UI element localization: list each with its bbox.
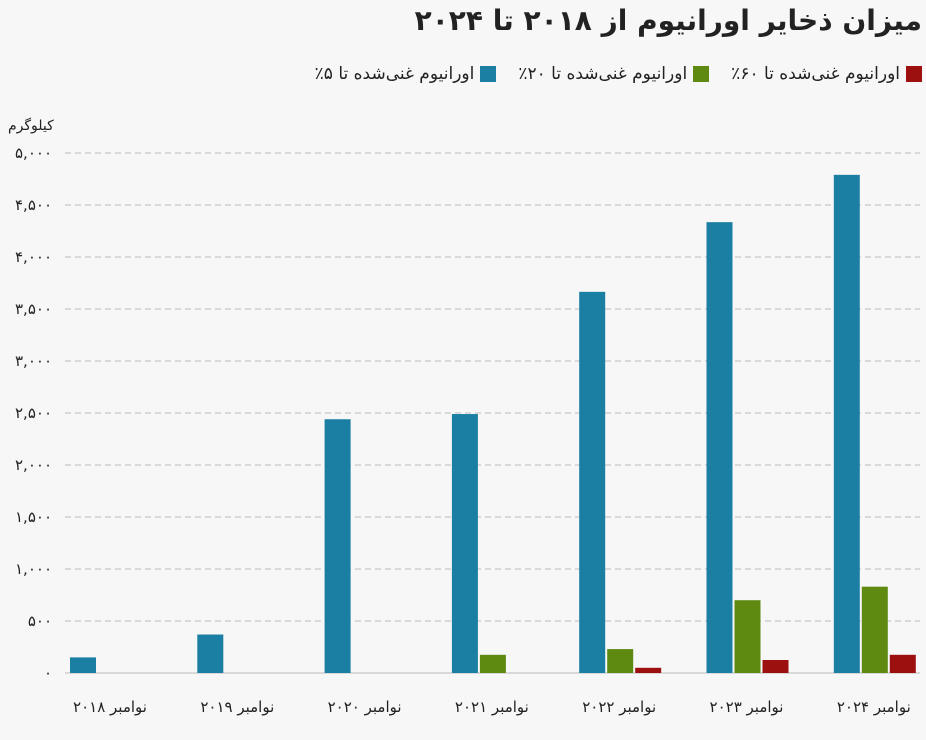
legend-label: اورانیوم غنی‌شده تا ۶۰٪ <box>731 64 900 84</box>
legend-swatch <box>693 66 710 82</box>
bar <box>324 419 351 673</box>
bar <box>70 657 96 673</box>
legend-swatch <box>480 66 497 82</box>
bar <box>479 654 506 673</box>
x-tick-label: نوامبر ۲۰۱۹ <box>200 698 274 716</box>
legend: اورانیوم غنی‌شده تا ۶۰٪ اورانیوم غنی‌شده… <box>315 64 922 84</box>
bar <box>635 667 662 673</box>
legend-label: اورانیوم غنی‌شده تا ۵٪ <box>314 64 475 84</box>
x-tick-label: نوامبر ۲۰۲۱ <box>455 698 529 716</box>
bar <box>706 222 733 673</box>
x-tick-label: نوامبر ۲۰۲۳ <box>710 698 784 716</box>
legend-label: اورانیوم غنی‌شده تا ۲۰٪ <box>518 64 688 84</box>
y-tick-label: ۳,۵۰۰ <box>15 300 52 318</box>
bar <box>197 634 224 673</box>
x-tick-label: نوامبر ۲۰۲۴ <box>837 698 911 716</box>
y-tick-label: ۵,۰۰۰ <box>15 144 52 162</box>
legend-item-5: اورانیوم غنی‌شده تا ۵٪ <box>315 64 497 84</box>
legend-item-60: اورانیوم غنی‌شده تا ۶۰٪ <box>731 64 922 84</box>
x-tick-label: نوامبر ۲۰۲۲ <box>582 698 656 716</box>
y-tick-label: ۲,۰۰۰ <box>15 456 52 474</box>
y-tick-label: ۱,۵۰۰ <box>15 508 52 526</box>
y-tick-label: ۱,۰۰۰ <box>15 560 52 578</box>
bar <box>579 291 606 673</box>
bar <box>861 586 888 673</box>
bar <box>762 660 789 673</box>
bar <box>451 414 478 673</box>
y-tick-label: ۴,۵۰۰ <box>15 196 52 214</box>
x-tick-label: نوامبر ۲۰۲۰ <box>328 698 402 716</box>
y-tick-label: ۵۰۰ <box>28 612 52 630</box>
y-axis-label: کیلوگرم <box>8 117 54 134</box>
legend-item-20: اورانیوم غنی‌شده تا ۲۰٪ <box>518 64 710 84</box>
bar <box>734 600 761 673</box>
bar <box>889 654 916 673</box>
y-tick-label: ۲,۵۰۰ <box>15 404 52 422</box>
bar <box>607 649 634 673</box>
y-tick-label: ۴,۰۰۰ <box>15 248 52 266</box>
bar <box>833 174 860 673</box>
y-tick-label: ۰ <box>44 664 52 682</box>
legend-swatch <box>906 66 922 82</box>
y-tick-label: ۳,۰۰۰ <box>15 352 52 370</box>
chart-title: میزان ذخایر اورانیوم از ۲۰۱۸ تا ۲۰۲۴ <box>414 4 922 37</box>
x-tick-label: نوامبر ۲۰۱۸ <box>73 698 147 716</box>
